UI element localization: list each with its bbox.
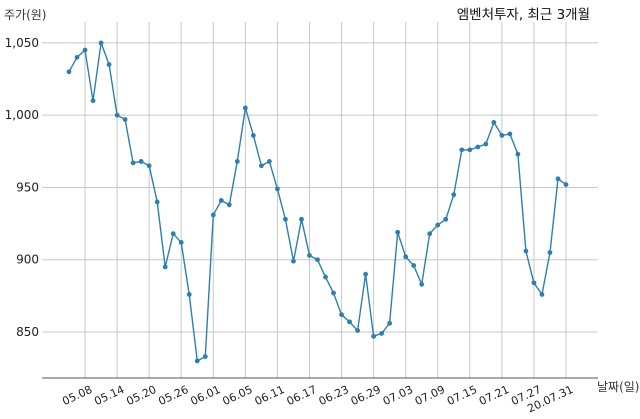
data-point bbox=[186, 292, 192, 297]
data-point bbox=[395, 229, 401, 235]
data-point bbox=[138, 159, 144, 164]
y-axis-label: 주가(원) bbox=[4, 8, 46, 22]
y-tick-label: 850 bbox=[16, 325, 39, 339]
data-point bbox=[283, 216, 288, 222]
data-point bbox=[363, 271, 368, 277]
data-point bbox=[194, 358, 200, 364]
y-tick-label: 900 bbox=[16, 253, 39, 267]
y-tick-label: 950 bbox=[16, 180, 39, 194]
x-tick-label: 06.23 bbox=[317, 383, 351, 408]
data-point bbox=[130, 160, 136, 166]
data-point bbox=[291, 258, 296, 264]
data-point bbox=[483, 141, 489, 147]
data-point bbox=[419, 281, 425, 287]
data-point bbox=[82, 47, 88, 53]
x-tick-label: 06.01 bbox=[189, 383, 223, 408]
x-tick-label: 07.15 bbox=[445, 383, 479, 408]
x-tick-label: 05.14 bbox=[92, 383, 126, 408]
data-point bbox=[539, 292, 545, 297]
y-tick-label: 1,050 bbox=[5, 36, 39, 50]
data-point bbox=[315, 257, 320, 263]
data-point bbox=[202, 354, 208, 359]
x-tick-label: 06.17 bbox=[285, 383, 319, 408]
data-point bbox=[403, 254, 409, 260]
data-point bbox=[547, 250, 553, 255]
data-point bbox=[507, 131, 513, 137]
data-point bbox=[162, 264, 168, 270]
data-point bbox=[371, 333, 377, 339]
data-point bbox=[443, 216, 449, 222]
data-point bbox=[74, 54, 80, 60]
data-point bbox=[379, 331, 385, 336]
y-tick-label: 1,000 bbox=[5, 108, 39, 122]
price-series-line bbox=[68, 42, 567, 363]
y-gridlines bbox=[42, 42, 598, 333]
data-point bbox=[122, 117, 128, 122]
x-tick-label: 07.21 bbox=[477, 383, 511, 408]
x-tick-labels: 05.0805.1405.2005.2606.0106.0506.1106.17… bbox=[60, 383, 575, 415]
data-point bbox=[275, 186, 280, 192]
x-axis-label: 날짜(일) bbox=[597, 380, 639, 394]
data-point bbox=[307, 252, 312, 258]
data-point bbox=[258, 163, 264, 169]
x-tick-label: 07.03 bbox=[381, 383, 415, 408]
data-point bbox=[523, 248, 529, 254]
data-point bbox=[226, 202, 232, 208]
y-tick-labels: 850 900 950 1,000 1,050 bbox=[5, 36, 39, 339]
x-tick-label: 07.09 bbox=[413, 383, 447, 408]
data-point bbox=[491, 119, 497, 125]
data-point bbox=[170, 231, 176, 237]
data-point bbox=[154, 199, 160, 205]
x-tick-label: 06.05 bbox=[221, 383, 255, 408]
data-point bbox=[90, 98, 96, 104]
data-point bbox=[114, 112, 120, 118]
data-point bbox=[411, 263, 417, 268]
data-point bbox=[234, 159, 240, 164]
data-point bbox=[210, 212, 216, 218]
x-gridlines bbox=[84, 22, 567, 378]
data-point bbox=[106, 62, 112, 67]
price-series-points bbox=[66, 40, 569, 364]
data-point bbox=[98, 40, 104, 46]
data-point bbox=[555, 176, 561, 182]
data-point bbox=[267, 159, 272, 164]
data-point bbox=[475, 144, 481, 150]
data-point bbox=[467, 147, 473, 153]
data-point bbox=[331, 290, 336, 296]
data-point bbox=[299, 216, 304, 222]
data-point bbox=[339, 312, 344, 318]
data-point bbox=[515, 151, 521, 157]
data-point bbox=[451, 192, 457, 198]
data-point bbox=[146, 163, 152, 169]
x-tick-label: 05.20 bbox=[124, 383, 158, 408]
data-point bbox=[218, 198, 224, 203]
data-point bbox=[563, 182, 569, 187]
data-point bbox=[347, 319, 352, 325]
data-point bbox=[531, 280, 537, 286]
data-point bbox=[435, 222, 441, 228]
data-point bbox=[242, 105, 248, 111]
data-point bbox=[459, 147, 465, 153]
data-point bbox=[387, 320, 393, 326]
data-point bbox=[499, 133, 505, 138]
x-tick-label: 06.29 bbox=[349, 383, 383, 408]
data-point bbox=[323, 274, 328, 280]
data-point bbox=[66, 69, 72, 75]
data-point bbox=[178, 239, 184, 245]
data-point bbox=[355, 328, 360, 333]
chart-title: 엠벤처투자, 최근 3개월 bbox=[457, 7, 590, 23]
data-point bbox=[427, 231, 433, 237]
x-tick-label: 05.08 bbox=[60, 383, 94, 408]
x-tick-label: 05.26 bbox=[156, 383, 190, 408]
data-point bbox=[250, 133, 256, 138]
x-tick-label: 06.11 bbox=[253, 383, 287, 408]
